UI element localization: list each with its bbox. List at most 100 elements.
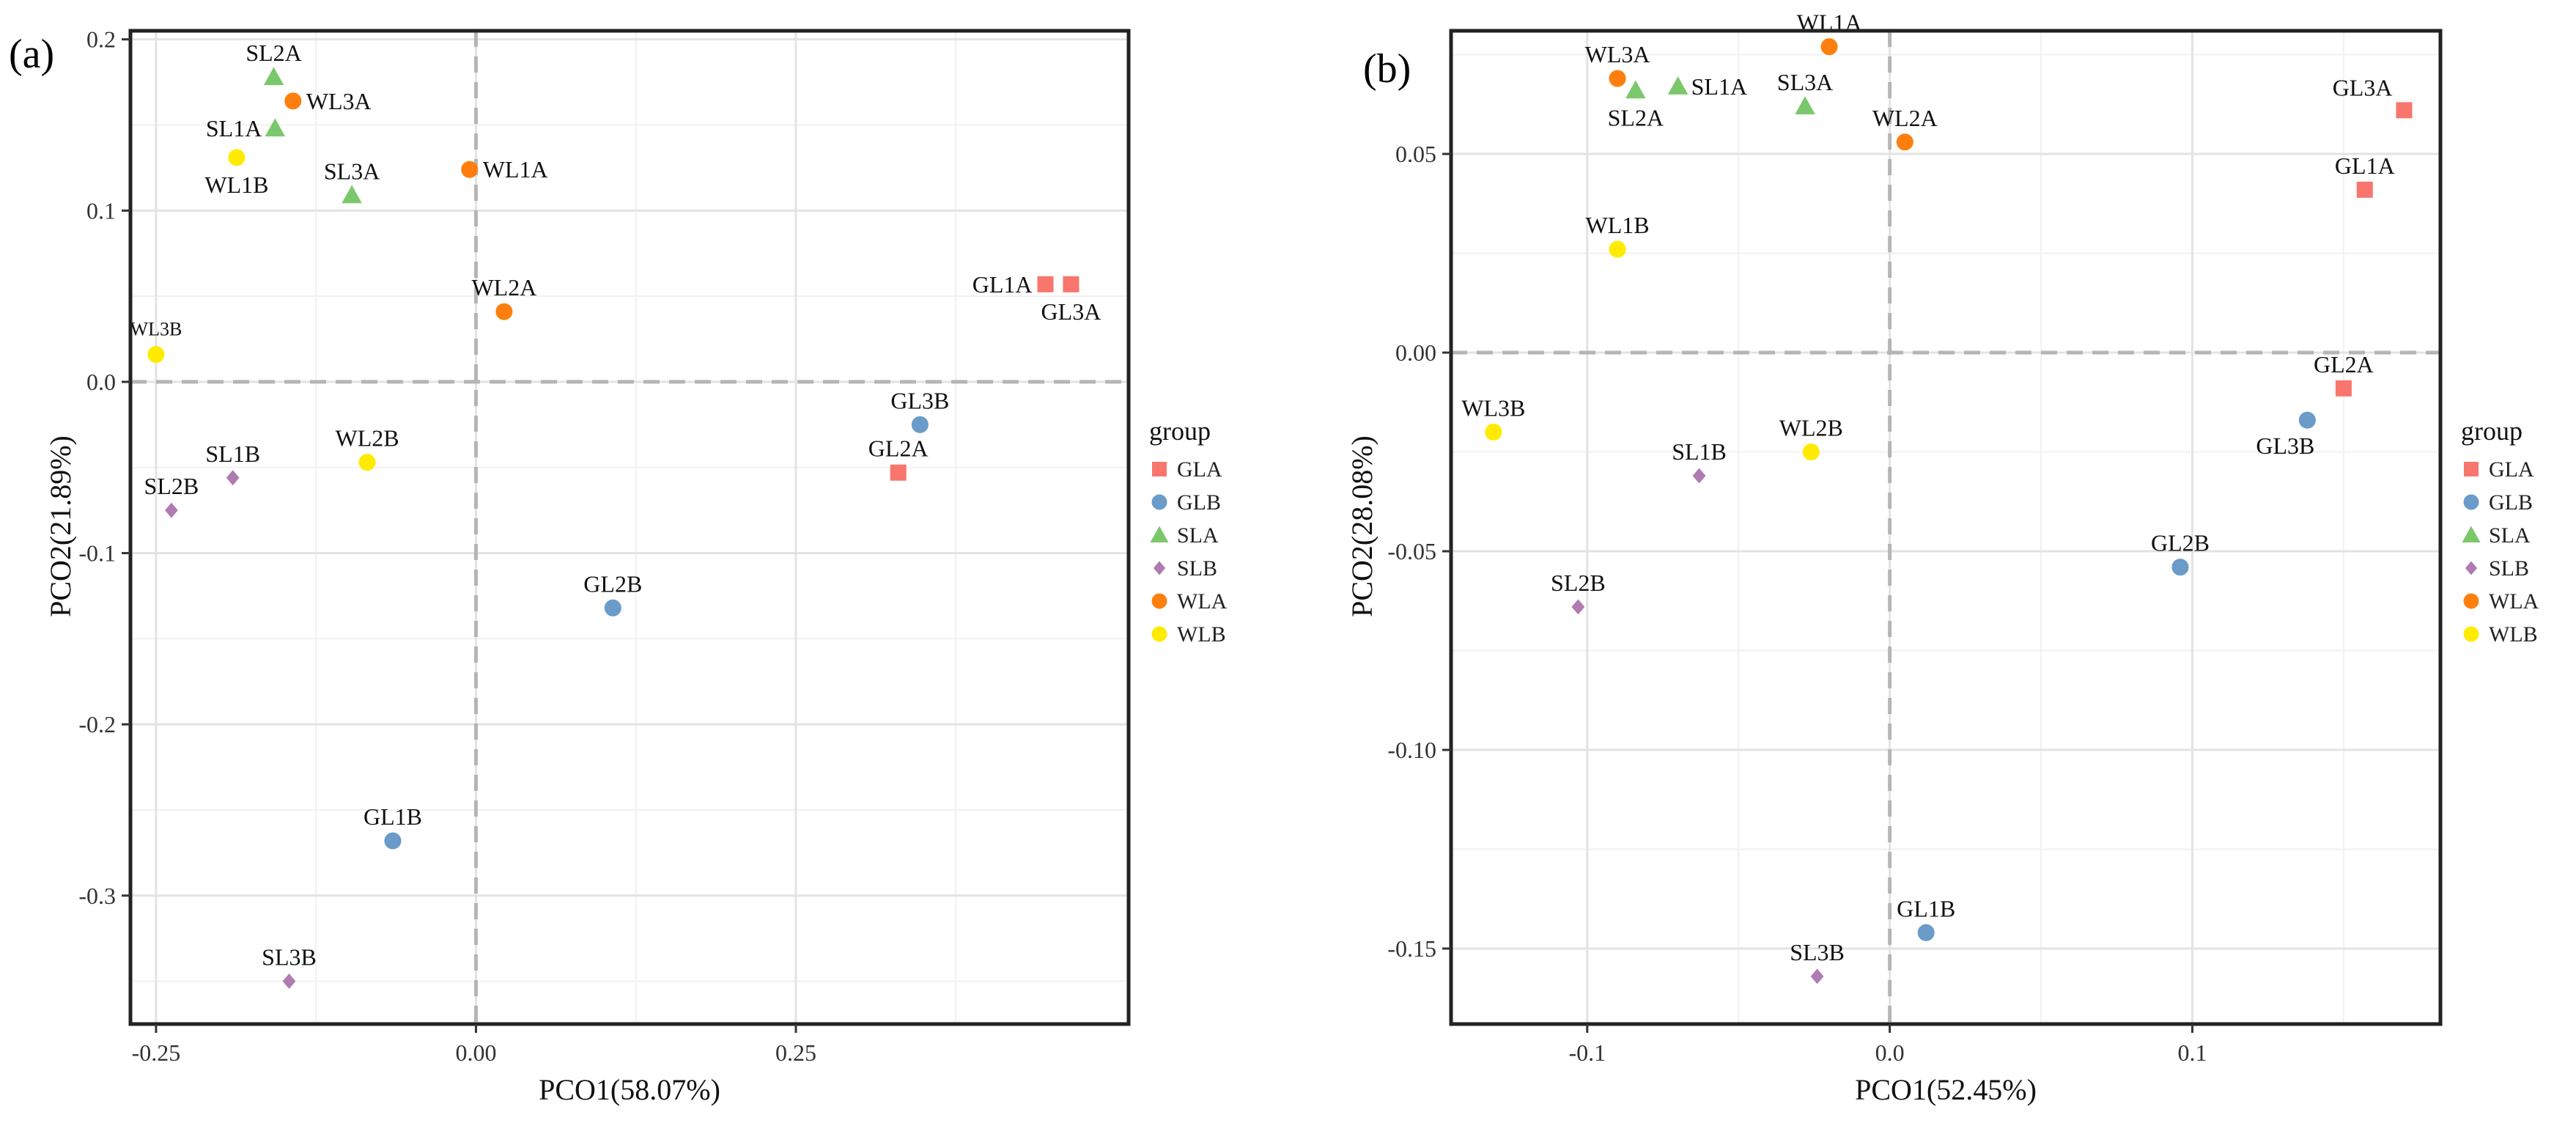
point-label-gl1a: GL1A [2335,152,2395,179]
point-label-gl1b: GL1B [363,803,422,830]
point-label-gl1b: GL1B [1897,895,1955,921]
point-label-wl3a: WL3A [1585,41,1650,67]
point-gl2b [2171,559,2189,576]
legend-key-glb [2463,494,2479,510]
x-tick-label: -0.1 [1568,1039,1606,1066]
panel-a-grid [130,31,1129,1024]
panel-b-plot-frame [1449,29,2443,1026]
x-tick-label: 0.25 [775,1039,816,1066]
legend-key-sla [1150,526,1169,542]
point-sl2a [1625,80,1646,99]
panel-b-label: (b) [1363,46,1411,92]
point-label-gl2a: GL2A [868,435,929,462]
point-label-gl2b: GL2B [2151,530,2210,556]
point-sl2a [263,67,284,86]
point-label-sl2b: SL2B [1551,570,1606,596]
point-wl2b [358,454,376,471]
point-gl3a [1063,276,1080,292]
point-label-gl2b: GL2B [583,570,642,597]
point-wl1b [1609,240,1626,258]
legend-key-wla [2463,593,2479,609]
y-tick-label: -0.2 [78,711,116,737]
legend-label-wlb: WLB [1177,622,1226,647]
legend-label-gla: GLA [2489,457,2534,482]
x-tick-label: 0.00 [455,1039,496,1066]
panel-a-legend: group GLA GLB SLA SLB WLA WLB [1149,416,1228,647]
legend-label-gla: GLA [1177,457,1222,482]
x-tick-label: 0.0 [1875,1039,1905,1066]
point-gl2a [890,464,907,481]
point-gl2a [2335,380,2352,397]
point-label-sl3a: SL3A [324,158,380,184]
point-wl3b [1485,423,1502,441]
legend-title: group [1149,416,1211,446]
point-label-sl1a: SL1A [206,115,262,141]
y-tick-label: -0.15 [1387,935,1436,962]
legend-key-wla [1151,593,1167,609]
panel-a-x-axis-title: PCO1(58.07%) [539,1073,720,1106]
panel-b-y-axis-title: PCO2(28.08%) [1346,435,1379,617]
legend-label-slb: SLB [2489,556,2529,581]
point-gl3b [911,416,929,433]
legend-label-glb: GLB [2489,490,2533,515]
y-tick-label: -0.3 [78,883,116,909]
point-label-wl2b: WL2B [1779,415,1843,441]
point-gl3a [2396,102,2413,119]
y-tick-label: 0.00 [1395,339,1436,366]
point-label-wl1a: WL1A [483,156,548,183]
legend-label-slb: SLB [1177,556,1217,581]
point-label-sl2a: SL2A [246,40,301,66]
point-label-sl3b: SL3B [262,944,317,971]
panel-b-points: GL3A GL1A GL2A GL3B GL2B GL1B SL2A SL1A SL3A SL1B… [1461,10,2413,984]
point-label-wl1b: WL1B [1586,212,1650,238]
y-tick-label: 0.0 [86,369,116,395]
point-wl3b [147,345,165,364]
legend-key-gla [2464,462,2479,476]
point-sl1b [1692,468,1706,484]
point-label-wl1b: WL1B [204,172,268,198]
panel-b-x-axis-title: PCO1(52.45%) [1855,1073,2037,1106]
legend-title: group [2461,416,2523,446]
legend-key-glb [1151,494,1167,510]
y-tick-label: 0.2 [86,26,116,53]
legend-key-wlb [2463,626,2479,642]
panel-a-plot-frame [128,29,1131,1026]
point-wl1a [1820,38,1838,56]
x-tick-label: 0.1 [2177,1039,2207,1066]
panel-b-grid [1451,31,2440,1024]
point-gl1a [2356,181,2373,198]
x-tick-label: -0.25 [132,1039,181,1066]
legend-key-wlb [1151,626,1167,642]
point-label-wl2b: WL2B [335,425,399,452]
legend-label-wlb: WLB [2489,622,2538,647]
point-label-sl1a: SL1A [1691,73,1747,100]
point-label-gl3b: GL3B [890,387,949,413]
point-label-gl3a: GL3A [1041,298,1101,325]
legend-key-slb [2465,561,2478,575]
legend-label-sla: SLA [2489,523,2531,548]
point-label-gl2a: GL2A [2314,351,2374,378]
legend-label-sla: SLA [1177,523,1219,548]
point-sl1a [265,118,286,137]
point-gl1a [1037,276,1054,292]
y-tick-label: -0.05 [1387,538,1436,564]
point-gl1b [1917,924,1935,941]
point-wl2b [1802,443,1820,461]
point-label-sl2a: SL2A [1608,104,1664,130]
point-label-gl3a: GL3A [2333,74,2393,100]
point-sl3a [342,185,362,204]
point-label-sl1b: SL1B [1672,438,1727,465]
point-sl1a [1667,76,1689,95]
point-label-wl3b: WL3B [130,319,182,340]
panel-a-points: GL1A GL3A GL2A GL3B GL2B GL1B SL2A SL1A SL3A SL1B… [130,40,1101,990]
legend-key-slb [1153,561,1166,575]
legend-key-sla [2462,526,2481,542]
panel-b-legend: group GLA GLB SLA SLB WLA WLB [2461,416,2539,647]
point-label-wl3b: WL3B [1461,394,1525,421]
y-tick-label: 0.1 [86,197,116,224]
point-sl3b [1810,968,1824,984]
point-label-sl3b: SL3B [1790,939,1845,965]
point-sl3a [1795,96,1815,114]
panel-b-ticks: -0.1 0.0 0.1 -0.15 -0.10 -0.05 0.00 0.05 [1387,141,2207,1066]
point-label-sl3a: SL3A [1777,69,1833,95]
